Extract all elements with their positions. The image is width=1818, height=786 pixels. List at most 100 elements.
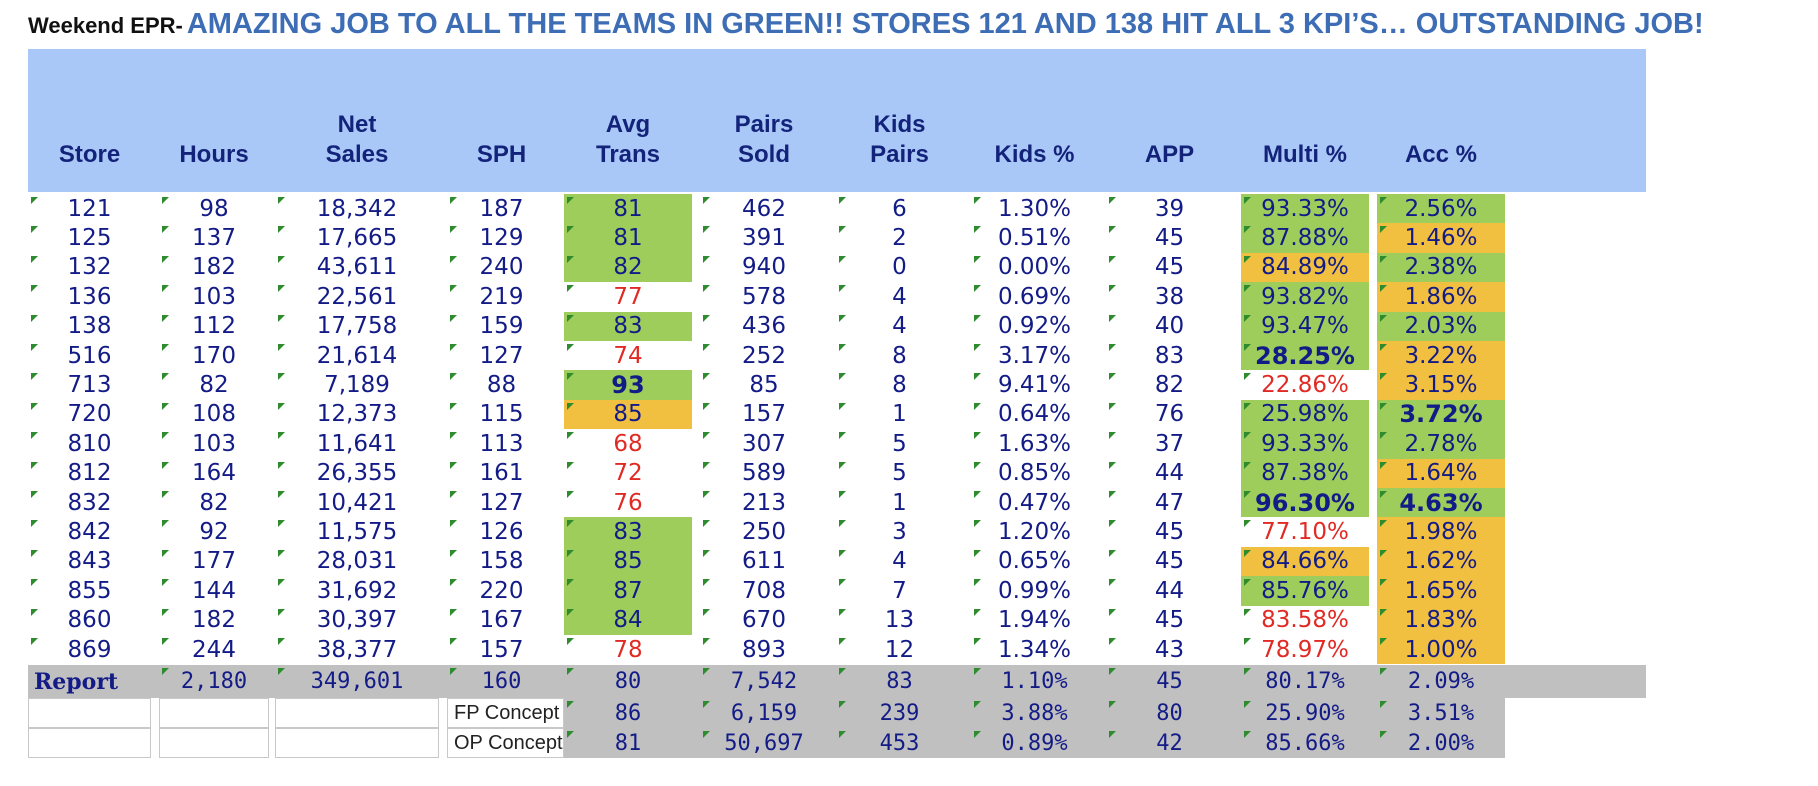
cell-app: 40 bbox=[1106, 312, 1233, 341]
concept-multi-pct: 25.90% bbox=[1241, 698, 1369, 729]
cell-kids-pairs: 4 bbox=[836, 282, 963, 311]
cell-net-sales: 43,611 bbox=[275, 253, 439, 282]
cell-kids-pairs: 0 bbox=[836, 253, 963, 282]
empty-cell bbox=[275, 698, 439, 729]
cell-multi-pct: 25.98% bbox=[1241, 399, 1369, 430]
cell-multi-pct: 87.38% bbox=[1241, 458, 1369, 488]
header-label: Store bbox=[58, 141, 121, 168]
empty-cell bbox=[159, 698, 269, 729]
table-row: 869 244 38,377 157 78 893 12 1.34% 43 78.97% 1.00% bbox=[28, 635, 1646, 665]
cell-avg-trans: 84 bbox=[564, 605, 692, 635]
cell-kids-pairs: 5 bbox=[836, 459, 963, 488]
cell-hours: 82 bbox=[159, 370, 269, 399]
concept-avg-trans: 81 bbox=[564, 728, 692, 759]
header-label: Pairs bbox=[734, 111, 794, 138]
concept-row: OP Concept 81 50,697 453 0.89% 42 85.66% 2.00% bbox=[28, 728, 1646, 759]
cell-hours: 144 bbox=[159, 576, 269, 605]
cell-pairs-sold: 307 bbox=[700, 429, 828, 458]
table-row: 713 82 7,189 88 93 85 8 9.41% 82 22.86% 3.15% bbox=[28, 370, 1646, 400]
cell-sph: 161 bbox=[447, 459, 556, 488]
cell-acc-pct: 3.72% bbox=[1377, 399, 1505, 430]
table-row: 855 144 31,692 220 87 708 7 0.99% 44 85.76% 1.65% bbox=[28, 576, 1646, 606]
cell-sph: 126 bbox=[447, 517, 556, 546]
cell-avg-trans: 77 bbox=[564, 282, 692, 311]
cell-net-sales: 22,561 bbox=[275, 282, 439, 311]
cell-kids-pct: 1.94% bbox=[971, 606, 1098, 635]
cell-net-sales: 18,342 bbox=[275, 194, 439, 223]
cell-store: 132 bbox=[28, 253, 151, 282]
cell-kids-pairs: 12 bbox=[836, 635, 963, 664]
cell-sph: 113 bbox=[447, 429, 556, 458]
empty-cell bbox=[28, 728, 151, 759]
cell-kids-pairs: 8 bbox=[836, 370, 963, 399]
cell-kids-pairs: 5 bbox=[836, 429, 963, 458]
cell-kids-pairs: 1 bbox=[836, 400, 963, 429]
cell-app: 39 bbox=[1106, 194, 1233, 223]
cell-app: 43 bbox=[1106, 635, 1233, 664]
cell-multi-pct: 93.33% bbox=[1241, 429, 1369, 459]
cell-kids-pct: 0.65% bbox=[971, 547, 1098, 576]
cell-avg-trans: 76 bbox=[564, 488, 692, 517]
cell-avg-trans: 74 bbox=[564, 341, 692, 370]
cell-sph: 127 bbox=[447, 488, 556, 517]
header-acc: Acc % bbox=[1377, 49, 1505, 192]
cell-net-sales: 17,758 bbox=[275, 312, 439, 341]
cell-hours: 103 bbox=[159, 429, 269, 458]
cell-store: 121 bbox=[28, 194, 151, 223]
cell-hours: 164 bbox=[159, 459, 269, 488]
cell-pairs-sold: 250 bbox=[700, 517, 828, 546]
cell-app: 38 bbox=[1106, 282, 1233, 311]
cell-sph: 220 bbox=[447, 576, 556, 605]
report-hours: 2,180 bbox=[159, 665, 269, 698]
headline-prefix: Weekend EPR- bbox=[28, 13, 183, 38]
cell-net-sales: 12,373 bbox=[275, 400, 439, 429]
header-label: Pairs bbox=[870, 141, 929, 168]
epr-table: Store Hours Net Sales SPH Avg Trans Pairs Sold Ki… bbox=[28, 49, 1646, 776]
cell-pairs-sold: 589 bbox=[700, 459, 828, 488]
cell-kids-pct: 3.17% bbox=[971, 341, 1098, 370]
cell-kids-pairs: 2 bbox=[836, 223, 963, 252]
cell-app: 37 bbox=[1106, 429, 1233, 458]
cell-kids-pct: 9.41% bbox=[971, 370, 1098, 399]
cell-sph: 157 bbox=[447, 635, 556, 664]
cell-kids-pct: 0.85% bbox=[971, 459, 1098, 488]
report-label: Report bbox=[34, 668, 119, 695]
header-hours: Hours bbox=[159, 49, 269, 192]
report-kids-pairs: 83 bbox=[836, 665, 963, 698]
cell-sph: 219 bbox=[447, 282, 556, 311]
header-kids-pairs: Kids Pairs bbox=[836, 49, 963, 192]
cell-store: 125 bbox=[28, 223, 151, 252]
cell-kids-pct: 0.92% bbox=[971, 312, 1098, 341]
header-label: APP bbox=[1144, 141, 1195, 168]
cell-multi-pct: 87.88% bbox=[1241, 223, 1369, 253]
concept-multi-pct: 85.66% bbox=[1241, 728, 1369, 759]
cell-avg-trans: 85 bbox=[564, 546, 692, 577]
cell-hours: 92 bbox=[159, 517, 269, 546]
cell-multi-pct: 83.58% bbox=[1241, 606, 1369, 635]
cell-sph: 159 bbox=[447, 312, 556, 341]
table-row: 516 170 21,614 127 74 252 8 3.17% 83 28.25% 3.22% bbox=[28, 341, 1646, 371]
cell-kids-pct: 0.00% bbox=[971, 253, 1098, 282]
concept-kids-pairs: 453 bbox=[836, 728, 963, 759]
cell-hours: 137 bbox=[159, 223, 269, 252]
concept-acc-pct: 3.51% bbox=[1377, 698, 1505, 729]
table-row: 810 103 11,641 113 68 307 5 1.63% 37 93.33% 2.78% bbox=[28, 429, 1646, 459]
table-row: 720 108 12,373 115 85 157 1 0.64% 76 25.98% 3.72% bbox=[28, 399, 1646, 430]
cell-kids-pairs: 4 bbox=[836, 312, 963, 341]
cell-avg-trans: 78 bbox=[564, 635, 692, 664]
cell-net-sales: 11,575 bbox=[275, 517, 439, 546]
header-label: Kids bbox=[873, 111, 926, 138]
cell-pairs-sold: 213 bbox=[700, 488, 828, 517]
table-row: 842 92 11,575 126 83 250 3 1.20% 45 77.10% 1.98% bbox=[28, 517, 1646, 547]
cell-hours: 82 bbox=[159, 488, 269, 517]
cell-app: 83 bbox=[1106, 341, 1233, 370]
header-store: Store bbox=[28, 49, 151, 192]
cell-acc-pct: 2.03% bbox=[1377, 311, 1505, 341]
table-row: 812 164 26,355 161 72 589 5 0.85% 44 87.38% 1.64% bbox=[28, 458, 1646, 488]
cell-multi-pct: 96.30% bbox=[1241, 488, 1369, 518]
cell-store: 855 bbox=[28, 576, 151, 605]
cell-kids-pairs: 4 bbox=[836, 547, 963, 576]
empty-cell bbox=[28, 698, 151, 729]
cell-store: 136 bbox=[28, 282, 151, 311]
cell-hours: 112 bbox=[159, 312, 269, 341]
